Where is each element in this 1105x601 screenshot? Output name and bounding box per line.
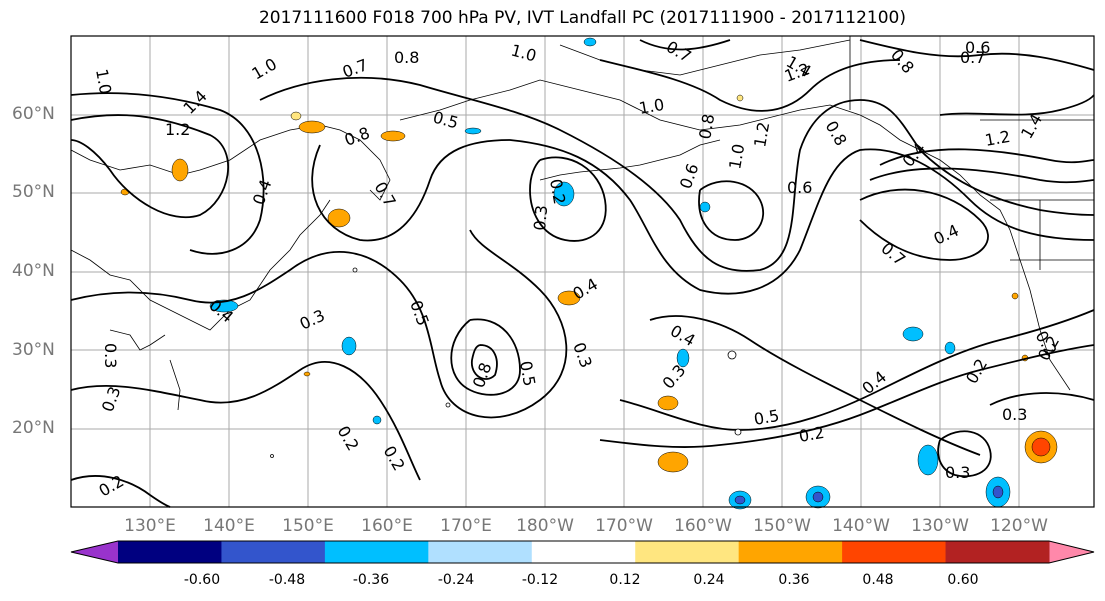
coastlines [70, 36, 1094, 411]
islands [270, 267, 742, 458]
lat-label: 60°N [12, 104, 55, 124]
colorbar-tick-label: -0.36 [352, 572, 390, 588]
colorbar-segment [842, 541, 947, 563]
colorbar-extend-right [1049, 541, 1094, 563]
contour-label: 1.2 [750, 120, 773, 148]
gridlines [71, 36, 1094, 507]
lon-label: 160°W [674, 516, 732, 536]
lat-label: 40°N [12, 261, 55, 281]
contour-label: 0.5 [752, 406, 780, 429]
colorbar-tick-label: 0.36 [778, 572, 810, 588]
colorbar-segment [531, 541, 636, 563]
colorbar-tick-label: 0.60 [947, 572, 979, 588]
colorbar-segment [428, 541, 533, 563]
contour-label: 0.3 [530, 204, 551, 231]
colorbar-segment [118, 541, 222, 563]
colorbar-segment [945, 541, 1050, 563]
lon-label: 170°W [595, 516, 653, 536]
lat-label: 50°N [12, 182, 55, 202]
contour-label: 1.0 [92, 67, 115, 95]
colorbar-segment [324, 541, 429, 563]
contour-label: 0.3 [1002, 405, 1027, 424]
colorbar-tick-label: -0.48 [268, 572, 306, 588]
lon-label: 180°W [516, 516, 574, 536]
colorbar-tick-label: 0.48 [862, 572, 894, 588]
map-title: 2017111600 F018 700 hPa PV, IVT Landfall… [258, 8, 906, 28]
contour-label: 0.7 [960, 48, 985, 67]
contour-label: 0.8 [394, 48, 419, 67]
contour-label: 0.6 [787, 178, 812, 197]
lat-label: 20°N [12, 418, 55, 438]
contour-label: 0.3 [101, 343, 120, 368]
lon-label: 140°W [832, 516, 890, 536]
colorbar-tick-label: -0.12 [521, 572, 559, 588]
contour-label: 1.2 [983, 127, 1011, 150]
lon-label: 150°E [282, 516, 334, 536]
colorbar-segment [635, 541, 740, 563]
pv-contours [70, 39, 1095, 508]
map-border [70, 35, 1095, 508]
contour-label: 0.6 [965, 38, 990, 57]
contour-label: 0.2 [546, 177, 569, 205]
contour-label: 0.3 [945, 463, 970, 482]
lat-label: 30°N [12, 340, 55, 360]
colorbar-outline [70, 540, 1095, 564]
contour-label: 1.0 [637, 95, 665, 118]
lon-label: 160°E [361, 516, 413, 536]
contour-label: 1.2 [165, 120, 190, 139]
lon-label: 130°E [124, 516, 176, 536]
lon-label: 140°E [203, 516, 255, 536]
contour-label: 0.5 [516, 359, 539, 387]
fill-patches [120, 37, 1058, 510]
colorbar [70, 540, 1095, 564]
contour-label: 1.0 [725, 142, 748, 170]
contour-label: 0.2 [797, 423, 825, 446]
lon-label: 170°E [440, 516, 492, 536]
lon-label: 150°W [753, 516, 811, 536]
contour-label: 0.8 [695, 112, 718, 140]
lon-label: 130°W [911, 516, 969, 536]
lon-label: 120°W [990, 516, 1048, 536]
colorbar-segment [738, 541, 843, 563]
colorbar-tick-label: 0.12 [609, 572, 641, 588]
colorbar-segment [221, 541, 326, 563]
colorbar-extend-left [71, 541, 118, 563]
colorbar-tick-label: 0.24 [693, 572, 725, 588]
colorbar-tick-label: -0.60 [183, 572, 221, 588]
colorbar-tick-label: -0.24 [437, 572, 475, 588]
